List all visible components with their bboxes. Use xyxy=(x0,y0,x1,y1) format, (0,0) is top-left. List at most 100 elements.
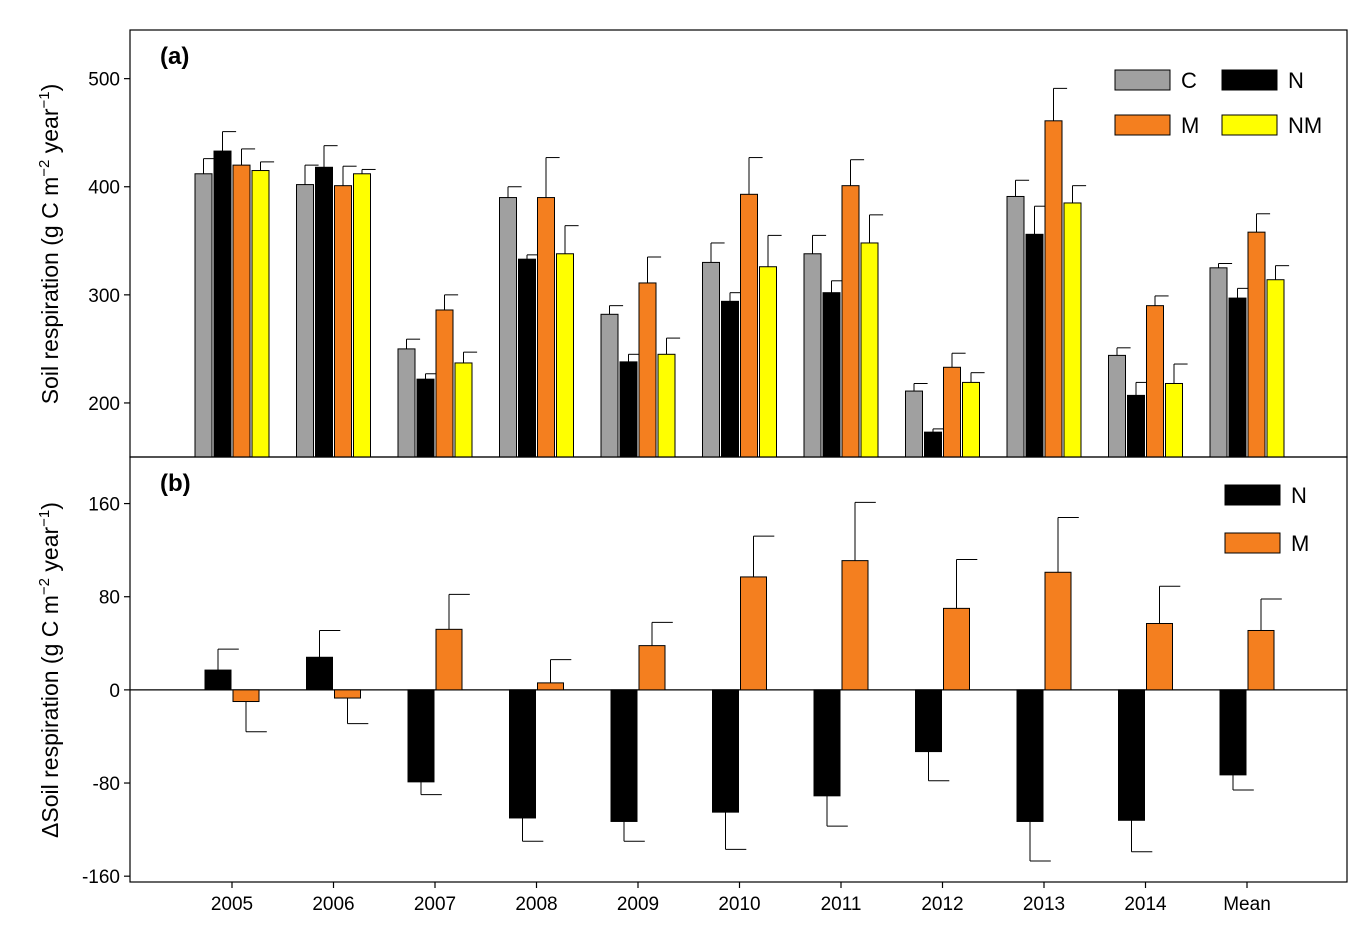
y-tick-label-200: 200 xyxy=(88,394,120,415)
bar-N-2005 xyxy=(213,150,232,458)
y-axis-title: Soil respiration (g C m−2 year−1) xyxy=(36,84,63,405)
bar-C-2009 xyxy=(600,313,619,458)
y-axis-title: ΔSoil respiration (g C m−2 year−1) xyxy=(36,502,63,838)
bar-M-2005 xyxy=(232,164,251,458)
bar-N-2008 xyxy=(509,689,536,819)
bar-N-2012 xyxy=(924,431,942,458)
legend-swatch-M xyxy=(1114,114,1171,136)
bar-M-2014 xyxy=(1146,305,1164,458)
legend-swatch-N xyxy=(1221,69,1278,91)
legend-swatch-C xyxy=(1114,69,1171,91)
bar-C-2011 xyxy=(803,253,822,458)
bar-NM-2009 xyxy=(657,353,676,458)
legend-swatch-N xyxy=(1224,484,1281,506)
bar-M-2009 xyxy=(638,282,657,458)
bar-NM-2013 xyxy=(1063,202,1082,458)
bar-M-2013 xyxy=(1044,571,1072,691)
x-tick-label-2007: 2007 xyxy=(414,894,456,915)
bar-NM-2014 xyxy=(1165,382,1183,458)
legend-label-C: C xyxy=(1181,68,1197,93)
legend-swatch-M xyxy=(1224,532,1281,554)
bar-M-2008 xyxy=(537,682,564,691)
bar-N-2008 xyxy=(518,258,536,458)
x-tick-label-2013: 2013 xyxy=(1023,894,1065,915)
bar-M-2011 xyxy=(841,560,869,691)
bar-NM-2005 xyxy=(251,170,270,458)
bar-M-2009 xyxy=(638,645,666,691)
bar-C-2007 xyxy=(397,348,416,458)
legend-label-NM: NM xyxy=(1288,113,1322,138)
bar-N-2010 xyxy=(712,689,739,813)
x-tick-label-2012: 2012 xyxy=(921,894,963,915)
bar-M-2012 xyxy=(943,607,970,691)
bar-M-2014 xyxy=(1146,623,1173,691)
bar-N-2013 xyxy=(1025,233,1044,458)
y-tick-label-160: 160 xyxy=(88,495,120,516)
bar-M-2011 xyxy=(841,185,860,458)
bar-NM-2008 xyxy=(556,253,574,458)
x-tick-label-2006: 2006 xyxy=(312,894,354,915)
plot-frame xyxy=(129,456,1348,883)
bar-N-2005 xyxy=(204,669,232,691)
x-tick-label-2008: 2008 xyxy=(515,894,557,915)
bar-N-Mean xyxy=(1228,297,1247,458)
bar-M-2005 xyxy=(232,689,260,703)
panel-a: 200 300 400 500 (a) Soil respiration (g C m−2… xyxy=(36,29,1348,458)
bar-C-2014 xyxy=(1108,354,1126,458)
legend-label-N: N xyxy=(1291,483,1307,508)
y-tick-label-80: 80 xyxy=(99,588,120,609)
y-tick-label-400: 400 xyxy=(88,178,120,199)
legend-label-M: M xyxy=(1181,113,1199,138)
bar-N-Mean xyxy=(1219,689,1247,776)
y-tick-label--80: -80 xyxy=(93,774,120,795)
x-axis: 2005 2006 2007 2008 2009 2010 2011 2012 2013 2014… xyxy=(211,882,1271,915)
bar-NM-2010 xyxy=(759,266,777,458)
x-tick-label-2011: 2011 xyxy=(821,894,862,915)
legend-label-M: M xyxy=(1291,531,1309,556)
legend: C NM NM xyxy=(1114,68,1322,138)
y-tick-label-0: 0 xyxy=(109,681,120,702)
bar-N-2014 xyxy=(1118,689,1145,821)
legend-swatch-NM xyxy=(1221,114,1278,136)
y-tick-label-300: 300 xyxy=(88,286,120,307)
bar-C-2012 xyxy=(905,390,923,458)
bar-N-2009 xyxy=(610,689,638,822)
bar-M-2008 xyxy=(537,197,555,458)
x-tick-label-2010: 2010 xyxy=(718,894,760,915)
panel-label: (b) xyxy=(160,470,191,497)
bar-C-2006 xyxy=(296,184,314,458)
bar-M-Mean xyxy=(1247,231,1266,458)
legend: NM xyxy=(1224,483,1309,556)
bar-M-2006 xyxy=(334,689,361,699)
bar-C-2008 xyxy=(499,197,517,458)
bar-N-2010 xyxy=(721,300,739,458)
bar-NM-Mean xyxy=(1266,279,1285,458)
bar-N-2012 xyxy=(915,689,942,753)
x-tick-label-2009: 2009 xyxy=(617,894,659,915)
bar-M-2007 xyxy=(435,309,454,458)
bar-N-2007 xyxy=(407,689,435,783)
bar-M-2006 xyxy=(334,185,352,458)
bar-N-2014 xyxy=(1127,394,1145,458)
panel-label: (a) xyxy=(160,43,189,70)
bar-N-2011 xyxy=(813,689,841,797)
bar-C-2005 xyxy=(194,173,213,458)
bar-NM-2007 xyxy=(454,362,473,458)
bar-M-2013 xyxy=(1044,120,1063,458)
bar-NM-2006 xyxy=(353,173,371,458)
bar-NM-2012 xyxy=(962,381,980,458)
legend-label-N: N xyxy=(1288,68,1304,93)
bar-M-2012 xyxy=(943,366,961,458)
y-tick-label-500: 500 xyxy=(88,70,120,91)
bar-C-2013 xyxy=(1006,195,1025,458)
x-tick-label-Mean: Mean xyxy=(1223,894,1271,915)
bar-N-2011 xyxy=(822,292,841,458)
bar-C-2010 xyxy=(702,261,720,458)
bar-C-Mean xyxy=(1209,267,1228,458)
bar-N-2007 xyxy=(416,378,435,458)
bar-M-2010 xyxy=(740,193,758,458)
bar-M-Mean xyxy=(1247,629,1275,691)
bar-N-2006 xyxy=(306,656,333,691)
x-tick-label-2014: 2014 xyxy=(1124,894,1167,915)
